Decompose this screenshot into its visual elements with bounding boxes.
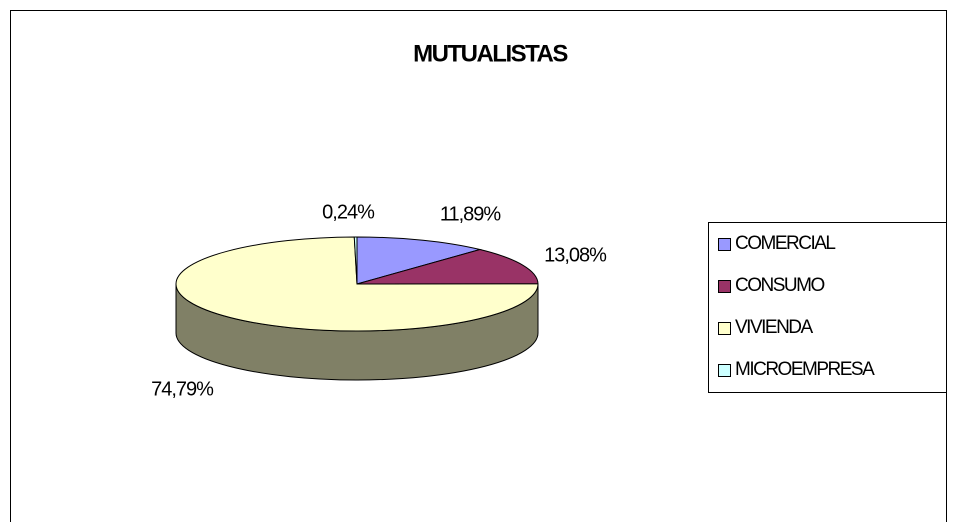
legend-swatch <box>718 238 731 251</box>
data-label: 74,79% <box>151 378 214 400</box>
pie-slice <box>353 236 358 285</box>
legend-swatch <box>718 322 731 335</box>
legend-swatch <box>718 364 731 377</box>
legend-swatch <box>718 280 731 293</box>
data-label: 11,89% <box>440 203 502 225</box>
legend-label: CONSUMO <box>735 275 824 296</box>
legend-label: MICROEMPRESA <box>735 359 875 380</box>
legend-label: COMERCIAL <box>735 233 835 254</box>
legend-box <box>708 222 947 393</box>
pie-slice <box>175 236 539 332</box>
chart-title: MUTUALISTAS <box>413 40 568 67</box>
data-label: 13,08% <box>544 244 607 266</box>
legend-label: VIVIENDA <box>735 317 814 338</box>
pie-slice <box>356 249 539 285</box>
pie-slice <box>356 236 482 285</box>
data-label: 0,24% <box>322 201 375 223</box>
